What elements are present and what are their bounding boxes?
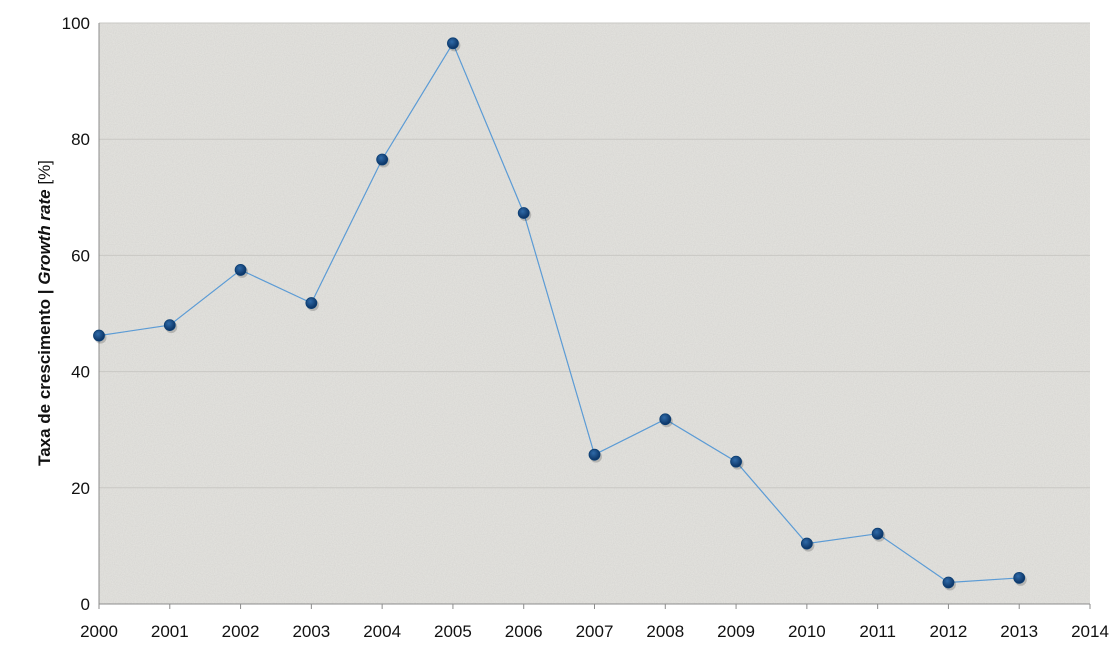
data-point <box>234 264 247 276</box>
x-tick-label: 2003 <box>292 622 330 641</box>
data-point <box>588 448 601 461</box>
y-axis-title-part-2: Growth rate <box>35 189 54 284</box>
y-tick-label: 60 <box>71 246 90 265</box>
y-tick-label: 100 <box>62 14 90 33</box>
y-tick-label: 20 <box>71 479 90 498</box>
x-tick-label: 2000 <box>80 622 118 641</box>
data-point <box>305 297 318 309</box>
data-point <box>93 329 105 342</box>
data-point <box>800 537 813 550</box>
data-point <box>659 413 672 426</box>
plot-texture <box>99 23 1090 604</box>
data-point <box>730 455 742 468</box>
series-layer <box>93 37 1027 591</box>
x-tick-label: 2005 <box>434 622 472 641</box>
y-axis-title: Taxa de crescimento | Growth rate [%] <box>35 160 54 466</box>
x-tick-label: 2014 <box>1071 622 1109 641</box>
x-tick-label: 2013 <box>1000 622 1038 641</box>
x-tick-label: 2009 <box>717 622 755 641</box>
data-point <box>517 207 530 219</box>
x-tick-label: 2004 <box>363 622 401 641</box>
y-tick-labels: 0 20 40 60 80 100 <box>62 14 90 614</box>
x-tick-label: 2002 <box>222 622 260 641</box>
series-line <box>98 41 1020 584</box>
y-axis-title-part-1: Taxa de crescimento | <box>35 285 54 466</box>
x-tick-label: 2008 <box>646 622 684 641</box>
data-point <box>871 527 884 540</box>
y-tick-label: 80 <box>71 130 90 149</box>
x-tick-label: 2010 <box>788 622 826 641</box>
x-tick-label: 2001 <box>151 622 189 641</box>
x-tick-label: 2007 <box>576 622 614 641</box>
x-tick-label: 2012 <box>930 622 968 641</box>
data-point <box>163 319 176 332</box>
data-point <box>376 153 389 166</box>
x-tick-label: 2006 <box>505 622 543 641</box>
y-tick-label: 0 <box>81 595 90 614</box>
x-tick-label: 2011 <box>859 622 896 641</box>
data-point <box>447 37 459 50</box>
data-point <box>1013 571 1026 584</box>
x-tick-labels: 2000 2001 2002 2003 2004 2005 2006 2007 2008 2009… <box>80 604 1109 641</box>
y-axis-title-part-3: [%] <box>35 160 54 189</box>
data-point <box>942 576 955 589</box>
gridlines <box>99 22 1090 489</box>
y-tick-label: 40 <box>71 363 90 382</box>
